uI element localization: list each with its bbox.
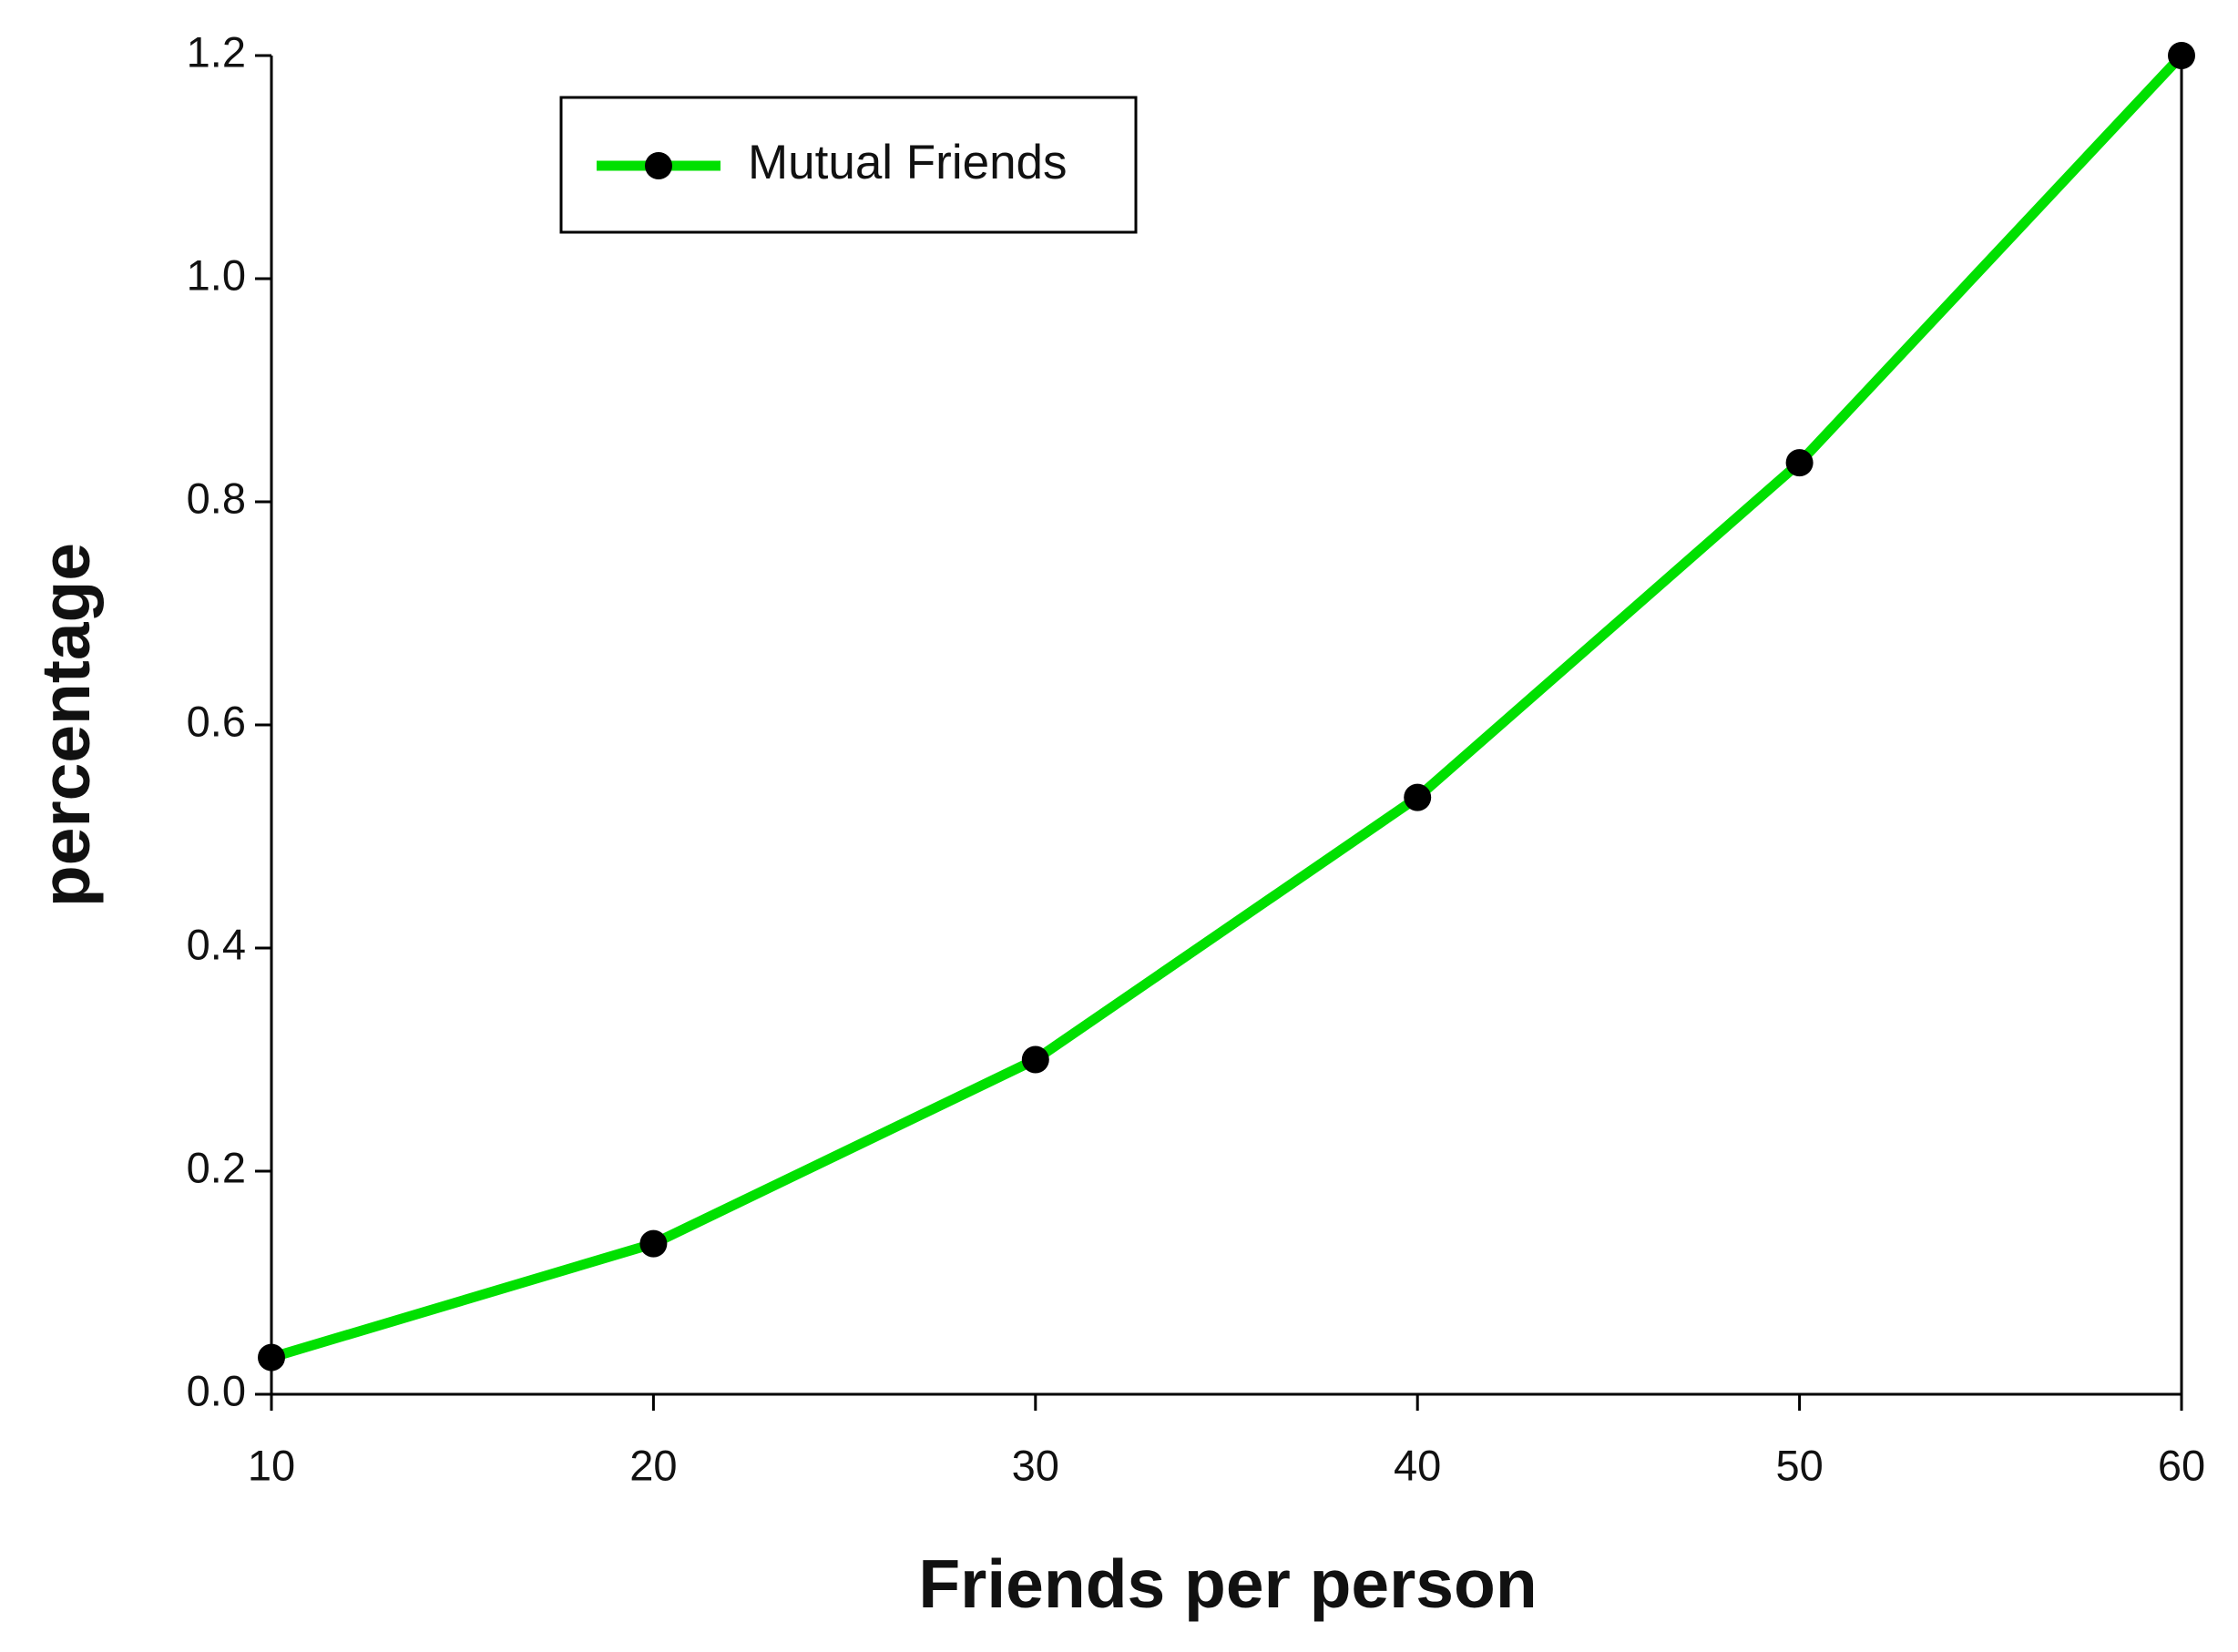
y-tick-label: 0.6: [187, 697, 246, 745]
x-tick-label: 30: [1012, 1441, 1059, 1489]
legend-marker: [645, 152, 672, 179]
marker: [639, 1229, 668, 1258]
y-tick-label: 0.4: [187, 920, 246, 968]
y-tick-label: 1.2: [187, 27, 246, 76]
x-tick-label: 20: [629, 1441, 677, 1489]
marker: [1021, 1045, 1049, 1074]
marker: [258, 1343, 285, 1372]
x-axis-title: Friends per person: [918, 1545, 1537, 1622]
marker: [1785, 449, 1814, 477]
marker: [2168, 42, 2195, 69]
x-tick-label: 50: [1775, 1441, 1823, 1489]
y-tick-label: 0.8: [187, 474, 246, 522]
y-axis-title: percentage: [27, 543, 104, 907]
series-line: [270, 52, 2186, 1362]
x-tick-label: 40: [1394, 1441, 1441, 1489]
y-tick-label: 1.0: [187, 250, 246, 299]
x-tick-label: 60: [2158, 1441, 2205, 1489]
legend-text: Mutual Friends: [748, 136, 1068, 189]
x-tick-label: 10: [248, 1441, 295, 1489]
marker: [1404, 783, 1432, 811]
y-tick-label: 0.2: [187, 1143, 246, 1191]
y-tick-label: 0.0: [187, 1366, 246, 1414]
